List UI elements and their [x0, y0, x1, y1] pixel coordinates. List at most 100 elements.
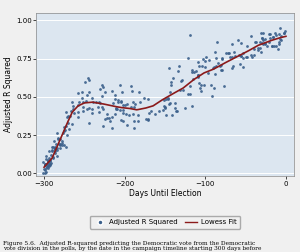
Point [268, 32, 272, 36]
Point [47, 163, 52, 167]
Point [168, 101, 173, 105]
Point [48, 158, 53, 162]
Point [218, 64, 222, 68]
Point [190, 77, 195, 81]
Point [169, 113, 174, 117]
Point [69, 100, 74, 104]
Point [230, 55, 235, 59]
Point [278, 38, 283, 42]
Legend: Adjusted R Squared, Lowess Fit: Adjusted R Squared, Lowess Fit [90, 216, 240, 229]
Point [260, 31, 265, 35]
Point [213, 50, 218, 54]
Point [56, 137, 61, 141]
Point [188, 34, 192, 38]
Point [164, 113, 169, 117]
Point [129, 89, 134, 93]
Point [65, 114, 70, 118]
Point [196, 73, 201, 77]
Point [90, 100, 95, 104]
Point [49, 153, 54, 157]
Point [103, 117, 108, 121]
Point [282, 31, 286, 35]
Point [214, 64, 219, 68]
Point [52, 139, 56, 143]
Point [44, 157, 48, 161]
Point [121, 111, 126, 115]
Point [113, 107, 118, 111]
Point [233, 53, 238, 57]
Point [45, 163, 50, 167]
Point [90, 107, 95, 111]
Point [173, 106, 178, 110]
Point [62, 128, 67, 132]
Point [106, 116, 111, 120]
Point [162, 104, 167, 108]
Point [117, 108, 122, 112]
Point [227, 51, 232, 55]
Point [194, 69, 198, 73]
Point [68, 114, 73, 118]
Point [119, 99, 124, 103]
Point [64, 115, 69, 119]
Point [83, 99, 88, 103]
Point [270, 35, 275, 39]
Point [146, 118, 151, 122]
Point [62, 129, 67, 133]
Point [97, 110, 102, 114]
Point [133, 102, 138, 106]
Point [42, 167, 47, 171]
Point [219, 56, 224, 60]
Point [87, 106, 92, 110]
Point [230, 66, 234, 70]
Point [172, 101, 177, 105]
Point [43, 163, 48, 167]
Point [163, 106, 167, 110]
Point [51, 145, 56, 149]
Point [131, 105, 136, 109]
Point [53, 147, 58, 151]
Y-axis label: Adjusted R Squared: Adjusted R Squared [4, 57, 13, 132]
Point [249, 55, 254, 59]
Point [43, 162, 48, 166]
Point [49, 161, 53, 165]
Point [245, 44, 250, 48]
Point [263, 41, 268, 45]
Point [58, 146, 63, 150]
Point [55, 154, 59, 158]
Point [68, 109, 73, 113]
Point [101, 124, 106, 128]
Point [260, 41, 265, 45]
Point [80, 90, 84, 94]
Point [146, 97, 151, 101]
Point [238, 54, 243, 58]
Point [98, 87, 102, 91]
Point [213, 72, 218, 76]
Point [161, 108, 166, 112]
Point [121, 108, 126, 112]
Point [128, 105, 133, 109]
Point [162, 105, 167, 109]
Point [81, 100, 86, 104]
Point [168, 90, 173, 94]
Point [51, 156, 56, 160]
Point [235, 38, 240, 42]
Point [260, 36, 265, 40]
Point [119, 118, 124, 122]
Point [249, 53, 254, 57]
Point [224, 51, 228, 55]
Point [157, 109, 161, 113]
Point [116, 98, 121, 102]
Point [232, 50, 236, 54]
Point [178, 79, 183, 83]
Point [278, 26, 283, 30]
Point [226, 51, 230, 55]
Point [255, 46, 260, 50]
Point [89, 111, 94, 115]
Point [277, 32, 282, 36]
Point [218, 63, 223, 67]
Point [143, 117, 148, 121]
Point [230, 42, 234, 46]
Point [167, 102, 172, 106]
Point [45, 164, 50, 168]
Point [54, 142, 59, 146]
